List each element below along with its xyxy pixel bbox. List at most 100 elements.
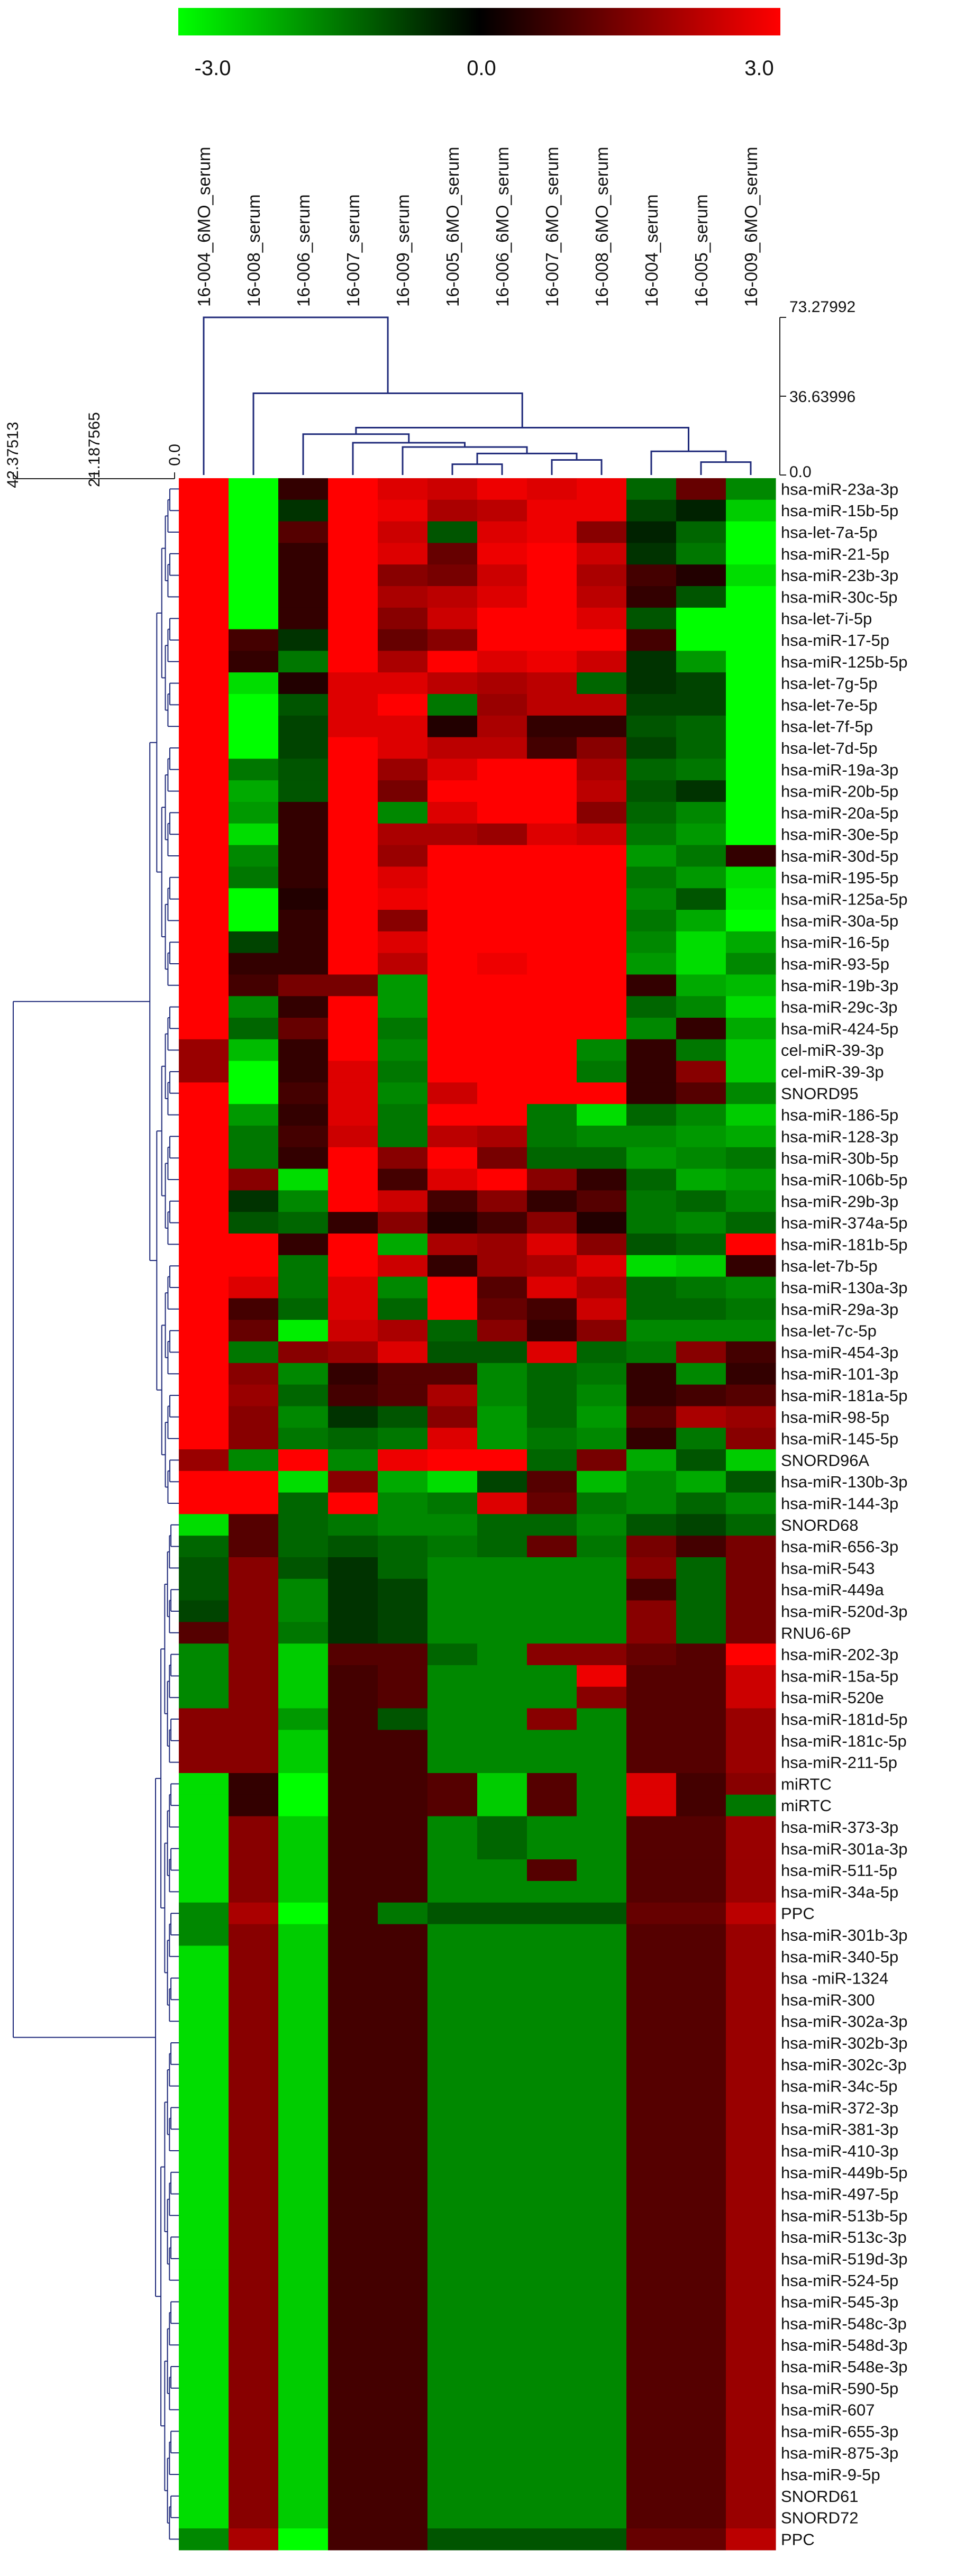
heatmap-cell xyxy=(577,1061,627,1083)
heatmap-cell xyxy=(378,1773,428,1795)
heatmap-cell xyxy=(676,2355,726,2378)
heatmap-cell xyxy=(626,910,677,932)
heatmap-cell xyxy=(378,823,428,846)
heatmap-cell xyxy=(676,1708,726,1730)
heatmap-cell xyxy=(726,974,776,997)
heatmap-cell xyxy=(527,564,577,587)
heatmap-cell xyxy=(726,1686,776,1709)
heatmap-cell xyxy=(328,910,378,932)
heatmap-cell xyxy=(427,2075,478,2097)
row-label: hsa-miR-181b-5p xyxy=(781,1235,908,1254)
heatmap-cell xyxy=(676,672,726,695)
heatmap-cell xyxy=(328,651,378,673)
heatmap-cell xyxy=(328,607,378,630)
heatmap-cell xyxy=(527,2140,577,2162)
heatmap-cell xyxy=(179,1536,229,1558)
heatmap-cell xyxy=(278,715,329,738)
heatmap-cell xyxy=(726,2032,776,2054)
heatmap-cell xyxy=(527,1816,577,1838)
heatmap-cell xyxy=(328,564,378,587)
heatmap-cell xyxy=(577,1686,627,1709)
heatmap-cell xyxy=(229,737,279,759)
heatmap-cell xyxy=(477,1859,527,1881)
heatmap-cell xyxy=(626,1190,677,1212)
heatmap-cell xyxy=(626,1708,677,1730)
heatmap-cell xyxy=(179,1082,229,1104)
heatmap-cell xyxy=(527,1514,577,1536)
heatmap-cell xyxy=(378,1190,428,1212)
heatmap-cell xyxy=(229,1773,279,1795)
heatmap-cell xyxy=(726,2485,776,2507)
heatmap-cell xyxy=(229,1514,279,1536)
heatmap-cell xyxy=(477,499,527,522)
heatmap-cell xyxy=(477,888,527,910)
heatmap-cell xyxy=(229,759,279,781)
row-label: hsa-miR-410-3p xyxy=(781,2142,898,2160)
heatmap-cell xyxy=(229,564,279,587)
heatmap-cell xyxy=(328,2269,378,2291)
heatmap-cell xyxy=(477,1082,527,1104)
heatmap-cell xyxy=(577,2226,627,2249)
heatmap-cell xyxy=(278,2226,329,2249)
heatmap-cell xyxy=(477,1126,527,1148)
row-label: hsa-miR-34c-5p xyxy=(781,2077,898,2096)
heatmap-cell xyxy=(676,737,726,759)
row-label: hsa-miR-424-5p xyxy=(781,1019,898,1038)
heatmap-cell xyxy=(577,2528,627,2551)
heatmap-cell xyxy=(477,1470,527,1493)
heatmap-cell xyxy=(378,2377,428,2399)
heatmap-cell xyxy=(378,1082,428,1104)
heatmap-cell xyxy=(626,1730,677,1752)
heatmap-cell xyxy=(229,974,279,997)
heatmap-cell xyxy=(527,1320,577,1342)
heatmap-cell xyxy=(278,2420,329,2443)
heatmap-cell xyxy=(328,780,378,802)
heatmap-cell xyxy=(278,2032,329,2054)
heatmap-cell xyxy=(527,2032,577,2054)
heatmap-cell xyxy=(726,1600,776,1622)
heatmap-cell xyxy=(427,2183,478,2205)
heatmap-cell xyxy=(527,2507,577,2529)
heatmap-cell xyxy=(278,1600,329,1622)
heatmap-cell xyxy=(577,1384,627,1406)
heatmap-cell xyxy=(229,802,279,824)
heatmap-cell xyxy=(676,2205,726,2227)
heatmap-cell xyxy=(278,1341,329,1364)
row-label: hsa-miR-511-5p xyxy=(781,1861,897,1880)
heatmap-cell xyxy=(427,2463,478,2486)
heatmap-cell xyxy=(378,2269,428,2291)
heatmap-cell xyxy=(726,2226,776,2249)
heatmap-cell xyxy=(577,1039,627,1062)
row-label: PPC xyxy=(781,1904,815,1923)
heatmap-cell xyxy=(726,823,776,846)
heatmap-cell xyxy=(527,737,577,759)
heatmap-cell xyxy=(278,1665,329,1687)
heatmap-cell xyxy=(378,953,428,975)
heatmap-cell xyxy=(229,1816,279,1838)
heatmap-cell xyxy=(527,2161,577,2184)
heatmap-cell xyxy=(278,802,329,824)
heatmap-cell xyxy=(278,499,329,522)
heatmap-cell xyxy=(328,996,378,1018)
heatmap-cell xyxy=(378,1816,428,1838)
heatmap-cell xyxy=(278,1708,329,1730)
heatmap-cell xyxy=(577,1341,627,1364)
row-label: hsa-miR-125a-5p xyxy=(781,890,908,909)
heatmap-cell xyxy=(527,1126,577,1148)
row-label: hsa-miR-30c-5p xyxy=(781,588,898,606)
heatmap-cell xyxy=(626,2097,677,2119)
row-label: PPC xyxy=(781,2530,815,2548)
heatmap-cell xyxy=(427,866,478,889)
heatmap-cell xyxy=(676,1018,726,1040)
heatmap-cell xyxy=(427,1039,478,1062)
heatmap-cell xyxy=(427,1255,478,1277)
heatmap-cell xyxy=(179,888,229,910)
heatmap-cell xyxy=(626,1384,677,1406)
heatmap-cell xyxy=(328,1816,378,1838)
heatmap-cell xyxy=(278,1320,329,1342)
column-dendrogram-branch xyxy=(402,446,528,475)
heatmap-cell xyxy=(527,1578,577,1601)
heatmap-cell xyxy=(278,586,329,608)
heatmap-cell xyxy=(477,1665,527,1687)
heatmap-cell xyxy=(726,1276,776,1299)
